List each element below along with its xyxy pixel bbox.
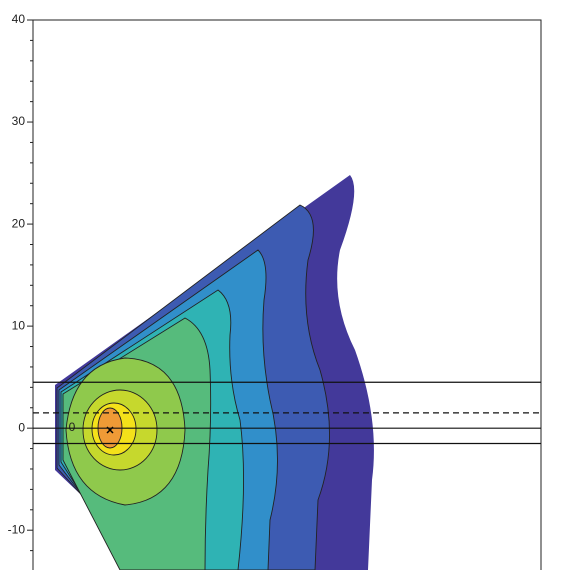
contour-field xyxy=(55,175,374,570)
y-tick-label: -10 xyxy=(8,522,26,536)
annotation: 0 xyxy=(69,420,76,434)
y-tick-label: 0 xyxy=(18,420,25,434)
y-tick-label: 20 xyxy=(12,216,26,230)
y-tick-label: 10 xyxy=(12,318,26,332)
y-tick-label: 30 xyxy=(12,114,26,128)
y-tick-label: 40 xyxy=(12,12,26,26)
plot-frame xyxy=(32,19,542,570)
